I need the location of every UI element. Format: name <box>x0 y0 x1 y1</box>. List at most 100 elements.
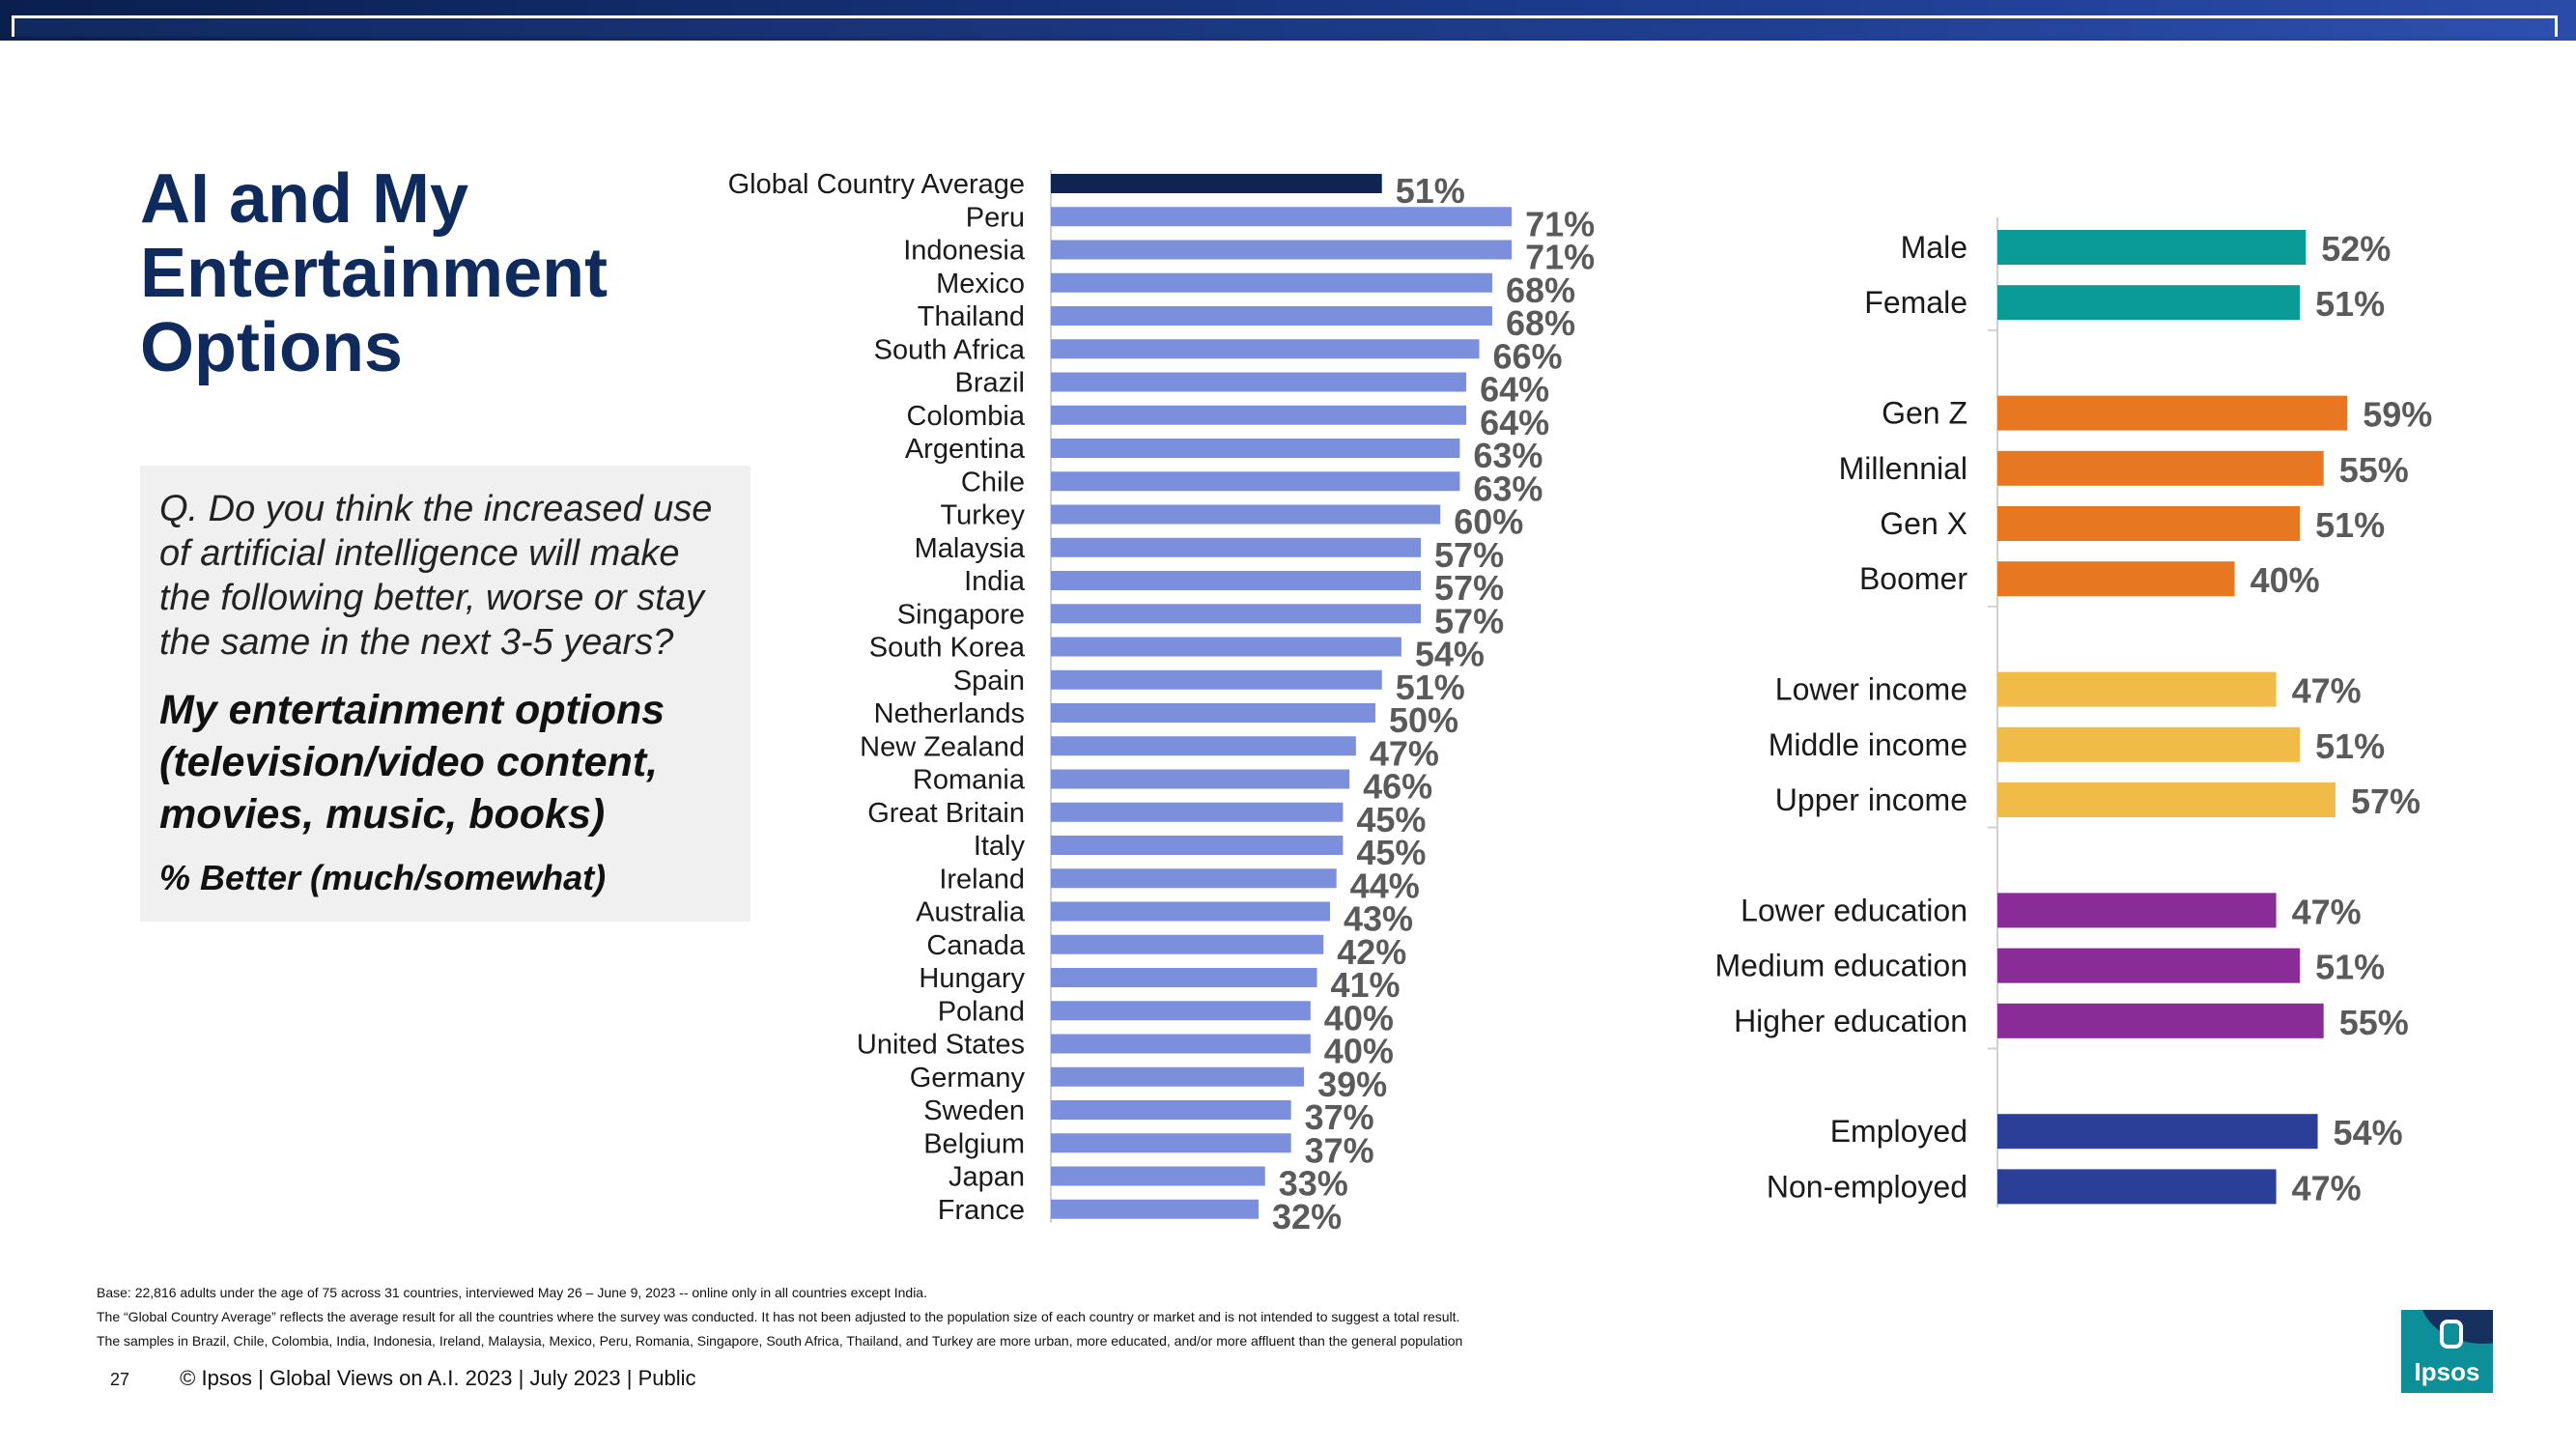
ipsos-logo: Ipsos <box>2401 1310 2493 1393</box>
country-label-mexico: Mexico <box>936 269 1025 299</box>
demo-value-boomer: 40% <box>2250 560 2320 600</box>
country-value-germany: 39% <box>1317 1065 1387 1104</box>
demo-bar-gen-z <box>1997 395 2348 431</box>
demo-value-upper-income: 57% <box>2351 781 2420 821</box>
demo-bar-lower-income <box>1997 671 2277 707</box>
country-bar-belgium <box>1051 1133 1291 1153</box>
country-bar-indonesia <box>1051 240 1513 260</box>
country-label-romania: Romania <box>913 765 1026 796</box>
demo-value-employed: 54% <box>2334 1113 2403 1152</box>
country-label-australia: Australia <box>916 897 1026 928</box>
country-label-belgium: Belgium <box>923 1128 1025 1159</box>
demo-label-medium-education: Medium education <box>1715 949 1967 983</box>
country-bar-singapore <box>1051 604 1422 624</box>
page-number: 27 <box>110 1370 130 1389</box>
country-label-indonesia: Indonesia <box>903 236 1026 267</box>
demo-value-female: 51% <box>2315 284 2385 324</box>
demo-value-male: 52% <box>2321 229 2391 269</box>
demo-bar-non-employed <box>1997 1169 2277 1205</box>
country-bar-germany <box>1051 1066 1305 1087</box>
country-label-turkey: Turkey <box>940 500 1025 531</box>
country-label-thailand: Thailand <box>918 301 1025 332</box>
country-bar-global-country-average <box>1051 174 1382 193</box>
country-value-chile: 63% <box>1473 469 1543 508</box>
demo-bar-medium-education <box>1997 948 2301 983</box>
country-value-poland: 40% <box>1324 998 1394 1037</box>
demo-value-middle-income: 51% <box>2315 726 2385 766</box>
country-label-canada: Canada <box>926 930 1025 961</box>
country-bar-turkey <box>1051 504 1441 525</box>
demo-value-gen-x: 51% <box>2315 505 2385 545</box>
question-box: Q. Do you think the increased use of art… <box>140 466 750 922</box>
logo-wordmark: Ipsos <box>2414 1357 2480 1386</box>
country-value-romania: 46% <box>1363 767 1432 807</box>
country-label-france: France <box>938 1195 1025 1226</box>
country-label-south-africa: South Africa <box>874 334 1026 365</box>
country-label-south-korea: South Korea <box>869 633 1026 664</box>
country-bar-mexico <box>1051 272 1492 293</box>
country-bar-netherlands <box>1051 703 1375 723</box>
footnote-samples: The samples in Brazil, Chile, Colombia, … <box>97 1333 1463 1349</box>
demo-label-lower-income: Lower income <box>1775 672 1967 707</box>
demo-label-lower-education: Lower education <box>1741 893 1967 927</box>
demo-value-medium-education: 51% <box>2315 948 2385 987</box>
demo-value-higher-education: 55% <box>2339 1003 2409 1042</box>
demo-bar-female <box>1997 285 2301 321</box>
country-value-mexico: 68% <box>1506 270 1575 310</box>
country-bar-poland <box>1051 1001 1311 1021</box>
country-bar-brazil <box>1051 372 1467 392</box>
header-frame <box>12 15 2558 37</box>
footer-text: © Ipsos | Global Views on A.I. 2023 | Ju… <box>180 1366 696 1390</box>
country-label-netherlands: Netherlands <box>874 698 1025 729</box>
footnotes: Base: 22,816 adults under the age of 75 … <box>97 1281 1462 1353</box>
header-band <box>0 0 2576 41</box>
country-value-ireland: 44% <box>1350 866 1420 905</box>
country-bar-canada <box>1051 934 1324 954</box>
country-label-ireland: Ireland <box>939 864 1025 895</box>
country-value-indonesia: 71% <box>1525 238 1595 277</box>
country-bar-japan <box>1051 1166 1265 1186</box>
country-bar-romania <box>1051 769 1350 789</box>
footnote-base: Base: 22,816 adults under the age of 75 … <box>97 1285 927 1300</box>
country-label-united-states: United States <box>857 1030 1025 1061</box>
demo-label-middle-income: Middle income <box>1769 727 1967 762</box>
country-bar-malaysia <box>1051 537 1422 557</box>
demo-value-millennial: 55% <box>2339 450 2409 490</box>
demo-bar-boomer <box>1997 561 2235 597</box>
country-bar-great-britain <box>1051 802 1344 822</box>
country-label-great-britain: Great Britain <box>867 798 1025 829</box>
demo-value-lower-education: 47% <box>2292 892 2362 931</box>
country-bar-australia <box>1051 901 1330 922</box>
country-value-thailand: 68% <box>1506 303 1575 343</box>
demo-label-female: Female <box>1864 285 1967 320</box>
demo-bar-employed <box>1997 1114 2318 1150</box>
country-bar-thailand <box>1051 306 1492 326</box>
country-bar-france <box>1051 1199 1260 1219</box>
demo-bar-higher-education <box>1997 1003 2324 1038</box>
footer: 27 © Ipsos | Global Views on A.I. 2023 |… <box>110 1366 696 1391</box>
country-value-singapore: 57% <box>1434 601 1504 640</box>
slide-title: AI and My Entertainment Options <box>140 160 609 386</box>
country-value-argentina: 63% <box>1473 436 1543 475</box>
country-value-global-country-average: 51% <box>1396 171 1465 211</box>
demo-label-boomer: Boomer <box>1859 561 1967 596</box>
country-bar-argentina <box>1051 439 1460 458</box>
demo-label-employed: Employed <box>1830 1114 1967 1149</box>
demo-value-gen-z: 59% <box>2363 395 2432 435</box>
demographic-bar-chart: Male 52% Female 51% Gen Z 59% Millennial 55% Gen… <box>1715 217 2432 1208</box>
country-label-chile: Chile <box>961 467 1025 497</box>
country-label-global-country-average: Global Country Average <box>728 169 1025 200</box>
country-bar-spain <box>1051 669 1382 690</box>
country-bar-colombia <box>1051 405 1467 425</box>
logo-mark <box>2440 1320 2463 1349</box>
demo-value-lower-income: 47% <box>2292 671 2362 711</box>
topic-text: My entertainment options (television/vid… <box>159 687 665 838</box>
country-value-south-africa: 66% <box>1493 336 1563 376</box>
country-label-brazil: Brazil <box>954 368 1025 399</box>
demo-bar-lower-education <box>1997 893 2277 928</box>
country-value-france: 32% <box>1272 1197 1342 1236</box>
country-label-sweden: Sweden <box>923 1095 1025 1126</box>
country-value-sweden: 37% <box>1305 1097 1374 1137</box>
question-text: Q. Do you think the increased use of art… <box>159 489 713 663</box>
country-value-australia: 43% <box>1344 899 1413 939</box>
